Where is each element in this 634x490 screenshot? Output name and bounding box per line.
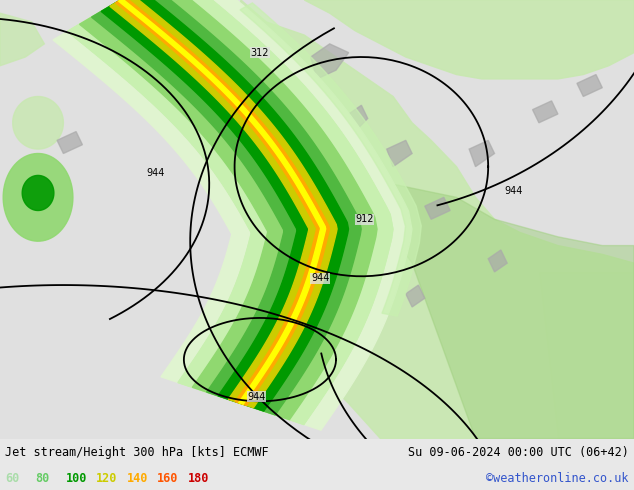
Polygon shape <box>53 0 412 430</box>
Polygon shape <box>533 101 558 123</box>
Polygon shape <box>361 171 387 197</box>
Polygon shape <box>380 184 634 439</box>
Polygon shape <box>311 44 349 79</box>
Polygon shape <box>0 13 44 66</box>
Text: 944: 944 <box>248 392 266 402</box>
Polygon shape <box>67 0 393 424</box>
Polygon shape <box>304 0 634 79</box>
Text: 100: 100 <box>66 472 87 485</box>
Polygon shape <box>539 272 634 439</box>
Polygon shape <box>285 254 368 298</box>
Polygon shape <box>469 140 495 167</box>
Text: 120: 120 <box>96 472 118 485</box>
Polygon shape <box>79 0 377 419</box>
Polygon shape <box>425 197 450 220</box>
Polygon shape <box>240 3 422 316</box>
Polygon shape <box>115 0 330 405</box>
Text: ©weatheronline.co.uk: ©weatheronline.co.uk <box>486 472 629 485</box>
Polygon shape <box>57 132 82 153</box>
Text: 912: 912 <box>355 214 374 224</box>
Polygon shape <box>406 285 425 307</box>
Polygon shape <box>110 0 337 408</box>
Polygon shape <box>349 105 368 132</box>
Polygon shape <box>488 250 507 272</box>
Polygon shape <box>119 0 326 404</box>
Text: 140: 140 <box>127 472 148 485</box>
Polygon shape <box>91 0 361 415</box>
Polygon shape <box>387 140 412 167</box>
Polygon shape <box>13 97 63 149</box>
Text: 312: 312 <box>250 48 269 58</box>
Polygon shape <box>67 0 393 424</box>
Text: Jet stream/Height 300 hPa [kts] ECMWF: Jet stream/Height 300 hPa [kts] ECMWF <box>5 446 269 460</box>
Text: 944: 944 <box>505 186 522 196</box>
Text: Su 09-06-2024 00:00 UTC (06+42): Su 09-06-2024 00:00 UTC (06+42) <box>408 446 629 460</box>
Text: 944: 944 <box>311 273 329 284</box>
Polygon shape <box>101 0 349 411</box>
Polygon shape <box>3 153 73 241</box>
Polygon shape <box>22 175 54 211</box>
Polygon shape <box>577 74 602 97</box>
Polygon shape <box>235 0 634 439</box>
Polygon shape <box>342 329 361 351</box>
Polygon shape <box>266 184 330 228</box>
Text: 180: 180 <box>188 472 209 485</box>
Text: 944: 944 <box>146 168 164 178</box>
Text: 60: 60 <box>5 472 19 485</box>
Text: 80: 80 <box>36 472 49 485</box>
Text: 160: 160 <box>157 472 179 485</box>
